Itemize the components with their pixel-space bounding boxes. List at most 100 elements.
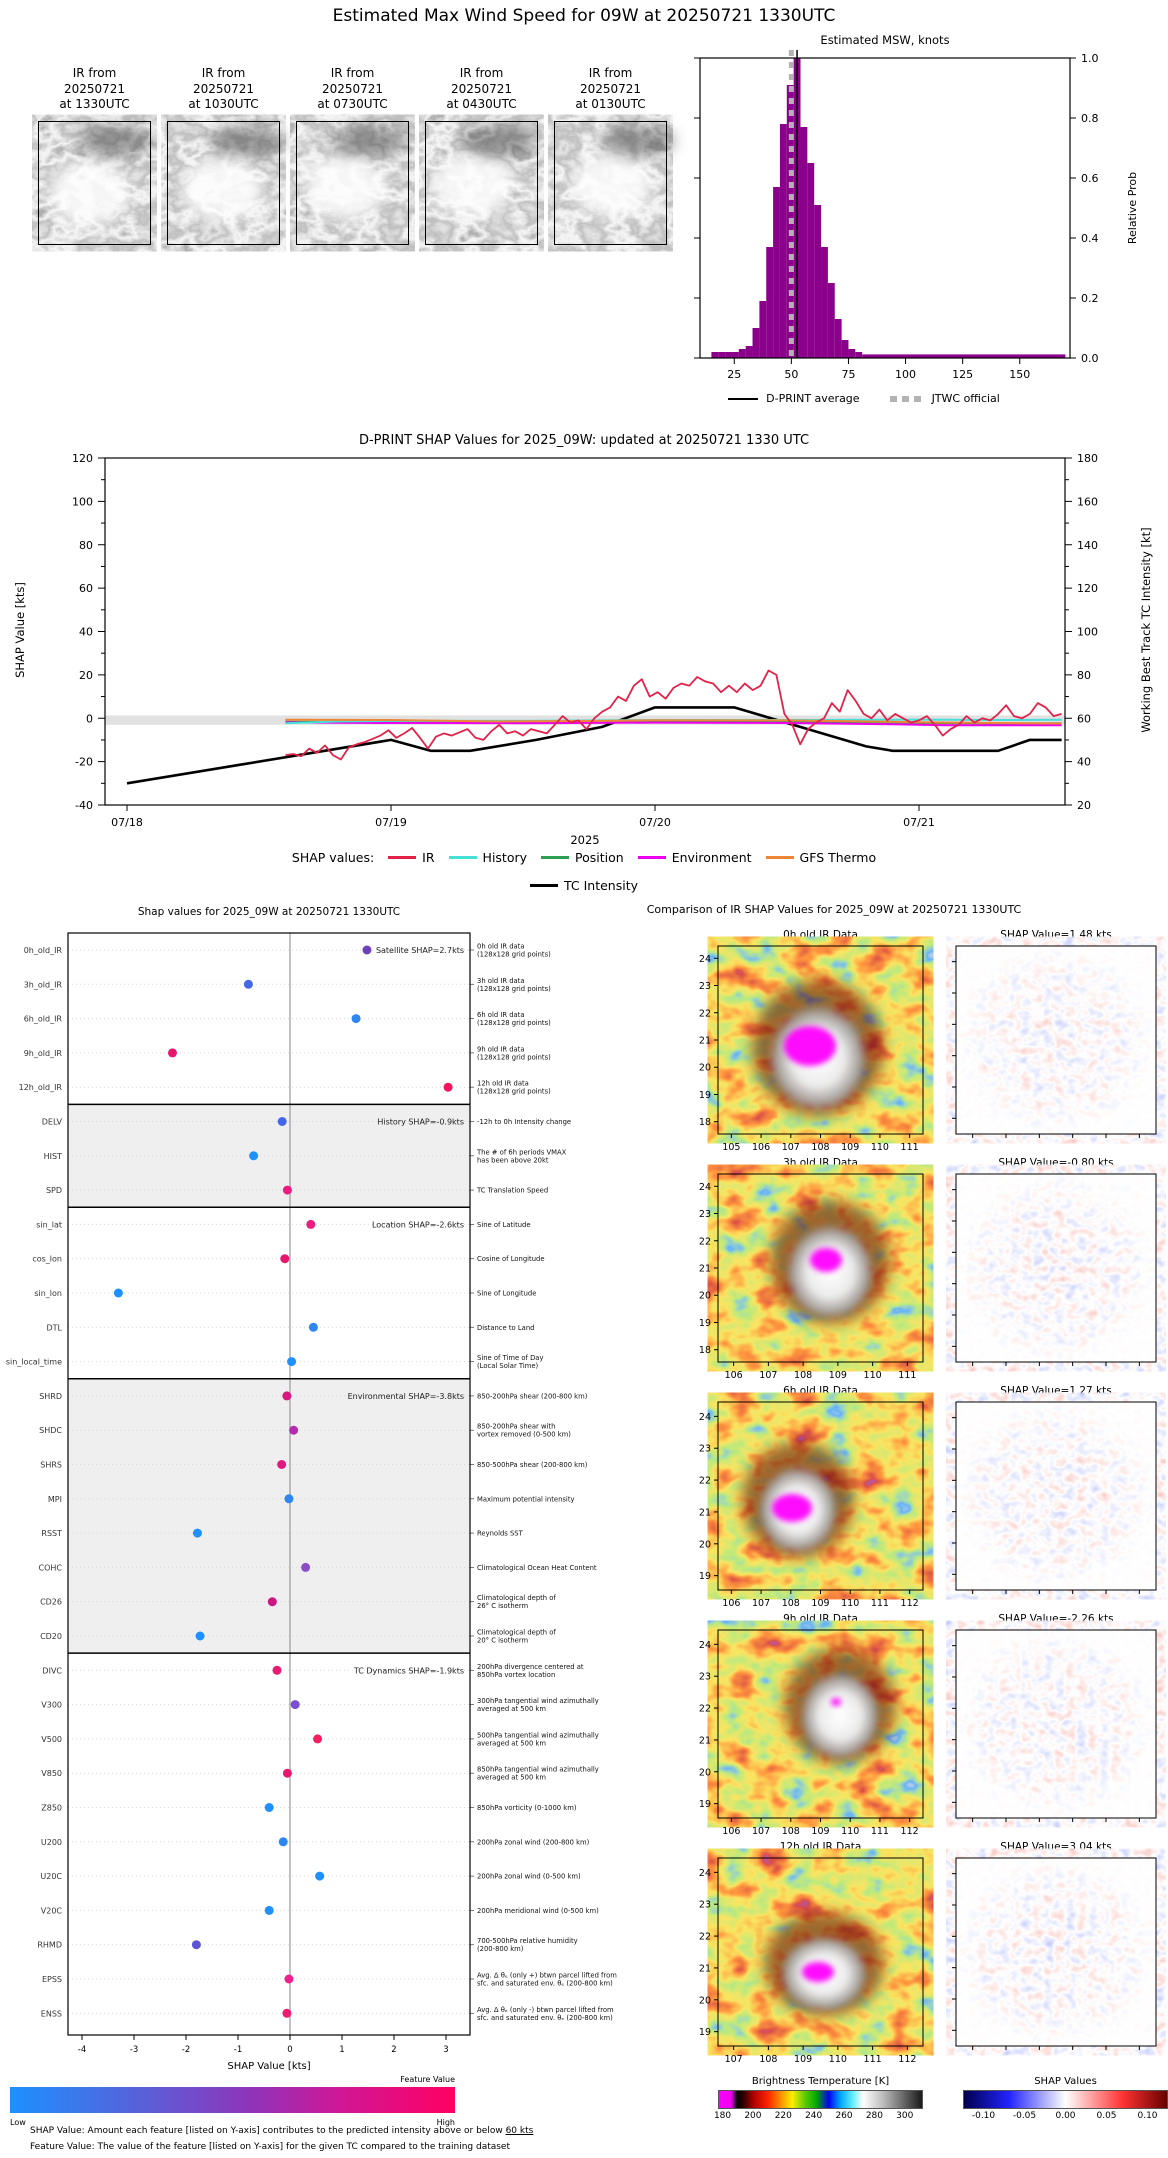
feature-label-CD26: CD26 — [40, 1598, 62, 1607]
bt-tick-label: 200 — [744, 2111, 762, 2121]
feature-desc: 12h old IR data — [477, 1080, 529, 1088]
feature-desc: 0h old IR data — [477, 943, 525, 951]
feature-desc: (128x128 grid points) — [477, 1019, 551, 1027]
shap-map-fade — [956, 1858, 1156, 2046]
feature-desc: Climatological depth of — [477, 1629, 556, 1637]
feature-label-12h_old_IR: 12h_old_IR — [19, 1083, 63, 1092]
xtick-label: 150 — [1009, 368, 1030, 381]
ir-xtick-label: 109 — [811, 1598, 829, 1609]
feature-desc: (128x128 grid points) — [477, 951, 551, 959]
dark-band — [333, 125, 409, 157]
series-gfs-thermo — [285, 718, 1062, 725]
frame — [699, 57, 1071, 359]
bt-tick-label: 300 — [896, 2111, 914, 2121]
ir-xtick-label: 109 — [794, 2054, 812, 2065]
shap-dot-SHDC — [289, 1425, 299, 1435]
frame — [104, 457, 1066, 806]
feature-desc: averaged at 500 km — [477, 1739, 546, 1747]
ir-ytick-label: 23 — [699, 1209, 711, 1220]
ir-ytick-label: 21 — [699, 1963, 711, 1974]
ytick-right-label: 20 — [1077, 799, 1091, 812]
legend-label: History — [482, 850, 528, 865]
bt-colorbar-ticks: 180 200 220 240 260 280 300 — [714, 2111, 923, 2123]
histogram-bar — [711, 352, 719, 358]
histogram-bar — [800, 127, 808, 358]
ir-ytick-label: 21 — [699, 1507, 711, 1518]
ir-xtick-label: 111 — [864, 2054, 882, 2065]
ir-xtick-label: 106 — [722, 1826, 740, 1837]
series-environment — [285, 721, 1062, 727]
ir-xtick-label: 106 — [722, 1598, 740, 1609]
ir-thumbnail-strip: IR from 20250721 at 1330UTC IR from 20250… — [38, 66, 675, 245]
feature-desc: 200hPa meridional wind (0-500 km) — [477, 1907, 599, 1915]
feature-desc: vortex removed (0-500 km) — [477, 1431, 571, 1439]
feature-desc: 300hPa tangential wind azimuthally — [477, 1697, 599, 1705]
ir-map-title: 0h old IR Data — [783, 929, 858, 941]
histogram-ylabel: Relative Prob — [1126, 172, 1139, 244]
dark-band — [77, 125, 153, 157]
feature-label-ENSS: ENSS — [41, 2009, 62, 2018]
feature-label-SPD: SPD — [46, 1186, 62, 1195]
histogram-bar — [759, 301, 767, 358]
feature-label-CD20: CD20 — [40, 1632, 62, 1641]
ytick-right-label: 140 — [1077, 539, 1098, 552]
feature-desc: Sine of Longitude — [477, 1290, 536, 1298]
ir-xtick-label: 108 — [782, 1598, 800, 1609]
shap-cb-tick-label: 0.05 — [1096, 2111, 1117, 2121]
ytick-right-label: 120 — [1077, 582, 1098, 595]
ir-ytick-label: 22 — [699, 1704, 711, 1715]
xtick-label: -1 — [234, 2045, 242, 2055]
histogram-bar — [766, 247, 774, 358]
shap-map-title: SHAP Value=1.27 kts — [1000, 1385, 1111, 1397]
histogram-bar — [779, 124, 787, 358]
ir-thumbnail-image — [38, 121, 153, 245]
shap-dot-ENSS — [282, 2008, 292, 2018]
bt-colorbar-title: Brightness Temperature [K] — [751, 2076, 890, 2087]
feature-desc: Sine of Latitude — [477, 1221, 531, 1229]
frame — [296, 121, 409, 245]
shap-dot-sin_lat — [306, 1219, 316, 1229]
frame — [38, 121, 151, 245]
legend-label: Environment — [671, 850, 752, 865]
storm-blob — [572, 153, 652, 217]
ir-ytick-label: 20 — [699, 1767, 711, 1778]
feature-desc: 850-200hPa shear (200-800 km) — [477, 1392, 588, 1400]
xtick-label: 1 — [339, 2045, 344, 2055]
feature-label-SHRS: SHRS — [40, 1461, 62, 1470]
timeseries-legend-row1: SHAP values: IR History Position Environment… — [0, 850, 1168, 865]
shap-colorbar-gradient — [963, 2090, 1168, 2109]
legend-item-gfs-thermo: GFS Thermo — [765, 850, 877, 865]
ir-ytick-label: 20 — [699, 1291, 711, 1302]
shap-values-colorbar: SHAP Values -0.10 -0.05 0.00 0.05 0.10 — [963, 2076, 1168, 2123]
feature-label-RHMD: RHMD — [37, 1941, 62, 1950]
ir-ytick-label: 19 — [699, 1090, 711, 1101]
ir-ytick-label: 18 — [699, 1345, 711, 1356]
shap-dot-U20C — [315, 1871, 325, 1881]
ytick-label: 1.0 — [1081, 52, 1099, 65]
ir-map-title: 9h old IR Data — [783, 1613, 858, 1625]
ir-xtick-label: 112 — [901, 1598, 919, 1609]
ir-ytick-label: 18 — [699, 1117, 711, 1128]
shap-dot-V20C — [264, 1905, 274, 1915]
cold-core — [784, 1026, 836, 1066]
ylabel-left: SHAP Value [kts] — [13, 582, 27, 678]
feature-label-EPSS: EPSS — [42, 1975, 62, 1984]
ir-ytick-label: 23 — [699, 1900, 711, 1911]
ir-ytick-label: 19 — [699, 1799, 711, 1810]
ir-xtick-label: 110 — [841, 1826, 859, 1837]
bt-tick-label: 280 — [865, 2111, 883, 2121]
legend-label: GFS Thermo — [799, 850, 877, 865]
ir-thumbnail-label: IR from 20250721 at 0730UTC — [317, 66, 388, 112]
ytick-right-label: 180 — [1077, 452, 1098, 465]
feature-value-colorbar-title: Feature Value — [400, 2075, 455, 2084]
ir-ytick-label: 24 — [699, 1640, 711, 1651]
legend-title: SHAP values: — [291, 850, 375, 865]
ir-xtick-label: 108 — [794, 1370, 812, 1381]
ir-xtick-label: 111 — [871, 1826, 889, 1837]
ytick-right-label: 160 — [1077, 495, 1098, 508]
shap-map-title: SHAP Value=3.04 kts — [1000, 1841, 1111, 1853]
ir-xtick-label: 109 — [829, 1370, 847, 1381]
feature-desc: (128x128 grid points) — [477, 1053, 551, 1061]
shap-cb-tick-label: 0.10 — [1137, 2111, 1158, 2121]
cold-core — [772, 1494, 812, 1522]
